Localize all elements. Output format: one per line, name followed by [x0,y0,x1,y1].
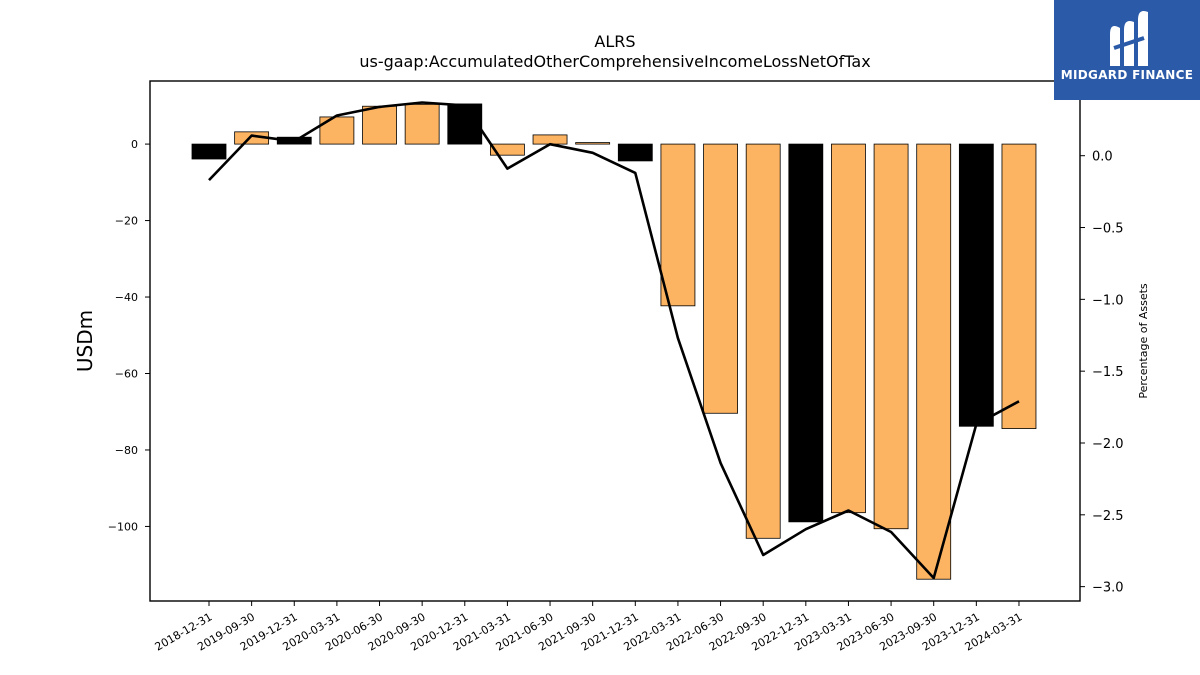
series-line [208,101,1020,580]
bar [660,143,696,307]
logo-mark-icon [1110,11,1148,66]
plot-frame [149,80,1081,602]
y2-tick-label: 0.0 [1092,150,1113,165]
bar [831,143,866,514]
brand-logo: MIDGARD FINANCE [1054,0,1200,100]
y2-axis-label: Percentage of Assets [1137,283,1150,399]
bar [404,103,440,145]
y-tick-label: 0 [131,138,138,151]
bar [916,143,952,580]
bar [958,143,994,427]
y-axis-label: USDm [73,310,97,372]
bar [191,143,227,160]
bar [532,134,568,145]
y-tick-label: −40 [115,291,138,304]
bar [617,143,653,162]
y2-tick-label: −1.5 [1092,365,1124,380]
y-tick-label: −80 [115,444,138,457]
bar [490,143,525,156]
y2-tick-label: −1.0 [1092,293,1124,308]
bar [703,143,738,414]
y-tick-label: −20 [115,215,138,228]
y2-tick-label: −2.5 [1092,509,1124,524]
chart-title: ALRS [594,32,636,51]
y2-tick-label: −0.5 [1092,222,1124,237]
y2-tick-label: −3.0 [1092,581,1124,596]
y-tick-label: −60 [115,368,138,381]
bar [788,143,824,523]
chart-subtitle: us-gaap:AccumulatedOtherComprehensiveInc… [359,52,871,71]
bar [362,105,397,145]
y2-tick-label: −2.0 [1092,437,1124,452]
bar [873,143,909,530]
bar [575,142,611,145]
y-tick-label: −100 [108,520,138,533]
bar [745,143,781,539]
bar [1001,143,1037,429]
logo-text: MIDGARD FINANCE [1060,68,1194,82]
bar [319,116,355,145]
